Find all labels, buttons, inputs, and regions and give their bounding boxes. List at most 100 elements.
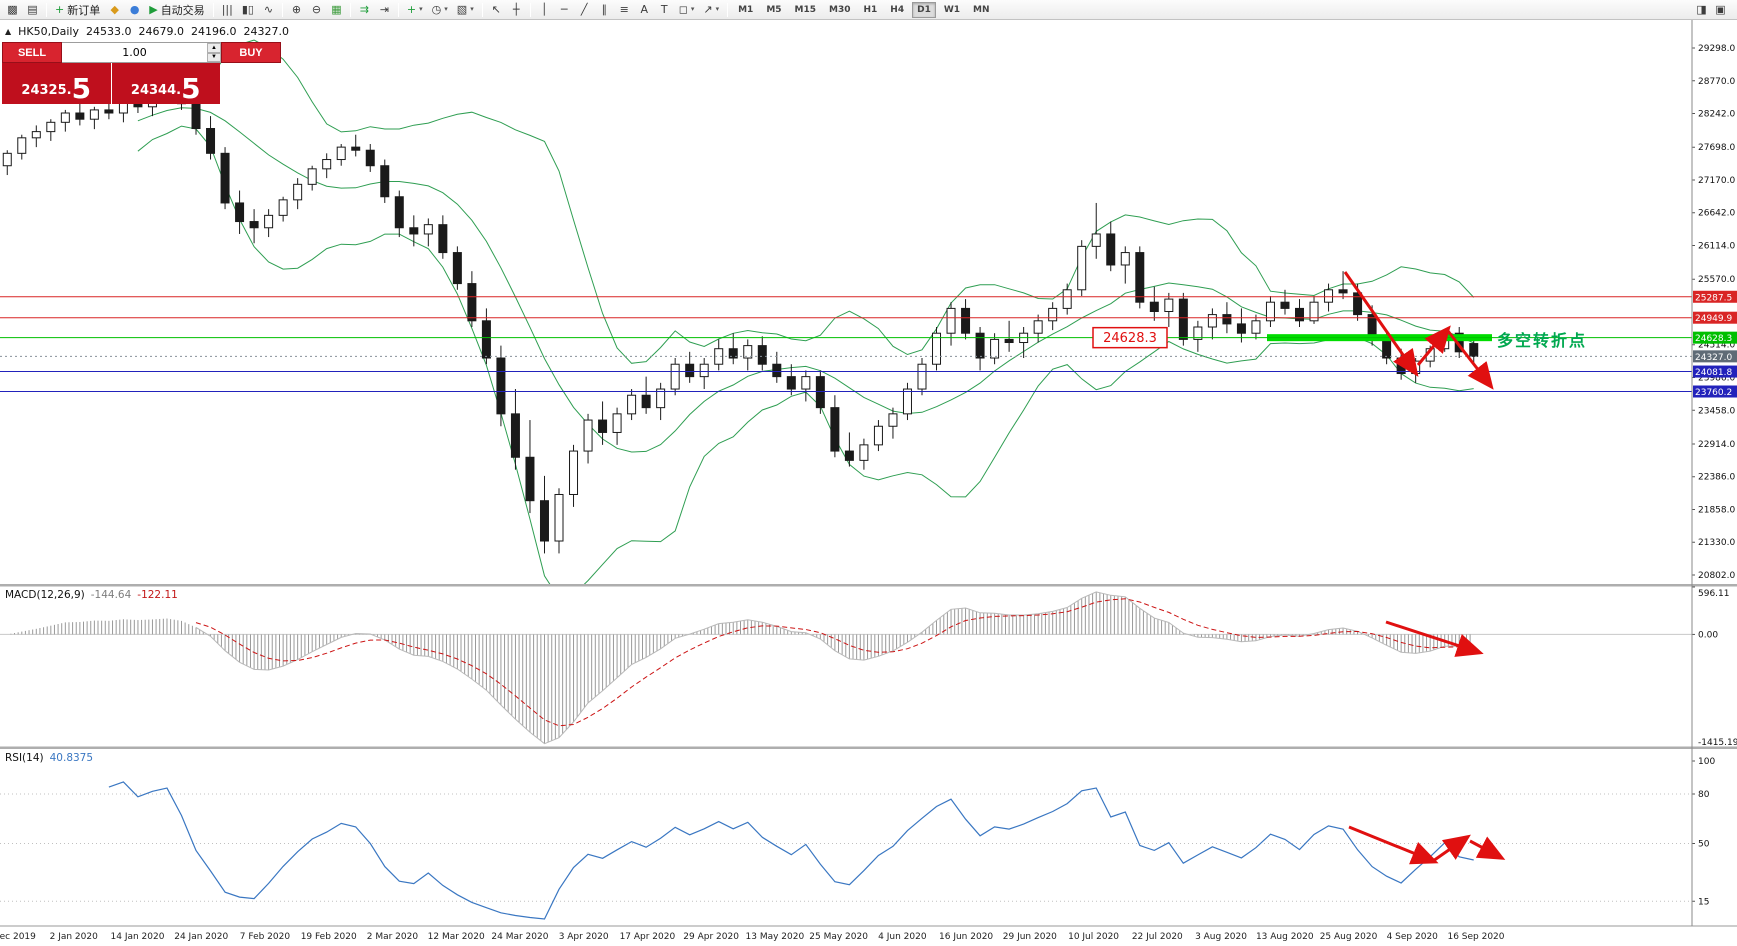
- metaeditor-icon[interactable]: ◆: [105, 1, 124, 18]
- templates-icon[interactable]: ▧ ▾: [453, 1, 478, 18]
- arrows-icon[interactable]: ↗ ▾: [699, 1, 723, 18]
- sell-button[interactable]: SELL: [2, 42, 62, 63]
- rsi-arrow[interactable]: [1432, 834, 1471, 863]
- rsi-arrow[interactable]: [1348, 825, 1439, 865]
- trendline-icon[interactable]: ╱: [575, 1, 594, 18]
- rsi-splitter[interactable]: [0, 746, 1737, 750]
- trend-arrow[interactable]: [1416, 325, 1451, 366]
- buy-price-small: 24344.: [130, 83, 182, 98]
- shapes-icon: ◻: [678, 3, 688, 16]
- toolbar-extra-1-icon[interactable]: ◨: [1692, 1, 1711, 18]
- macd-panel[interactable]: [0, 591, 1692, 745]
- candle: [757, 345, 767, 365]
- rsi-panel[interactable]: [0, 781, 1692, 920]
- time-axis[interactable]: 8 Dec 2019 2 Jan 2020 14 Jan 2020 24 Jan 20…: [0, 932, 1505, 942]
- macd-splitter[interactable]: [0, 584, 1737, 587]
- turning-point-note: 多空转折点: [1497, 331, 1587, 350]
- chart-shift-icon[interactable]: ⇥: [375, 1, 394, 18]
- auto-trading-button[interactable]: ▶ 自动交易: [145, 1, 208, 18]
- candle: [2, 152, 12, 167]
- horizontal-line-icon[interactable]: ─: [555, 1, 574, 18]
- candle: [1193, 326, 1203, 340]
- timeframe-m5[interactable]: M5: [766, 4, 782, 15]
- chart-profiles-icon[interactable]: ▤: [23, 1, 42, 18]
- open-value: 24533.0: [85, 25, 132, 38]
- svg-text:27170.0: 27170.0: [1698, 176, 1735, 186]
- sell-price-button[interactable]: 24325. 5: [2, 63, 111, 104]
- candle: [946, 307, 956, 334]
- volume-input[interactable]: [62, 43, 207, 62]
- timeframe-w1[interactable]: W1: [943, 4, 961, 15]
- one-click-toggle-icon[interactable]: ▲: [5, 27, 12, 36]
- crosshair-icon[interactable]: ┼: [507, 1, 526, 18]
- timeframe-d1[interactable]: D1: [912, 1, 936, 18]
- arrows-caret-icon: ▾: [715, 5, 720, 13]
- fibonacci-icon[interactable]: ≡: [615, 1, 634, 18]
- main-chart-panel[interactable]: 24628.3: [0, 39, 1692, 598]
- candle: [1382, 338, 1392, 359]
- candle: [60, 112, 70, 123]
- toolbar-extra-2-icon[interactable]: ▣: [1711, 1, 1730, 18]
- macd-signal-line: [195, 598, 1474, 727]
- auto-scroll-icon[interactable]: ⇉: [355, 1, 374, 18]
- candle: [539, 500, 549, 542]
- timeframe-m30[interactable]: M30: [829, 4, 851, 15]
- trend-arrow[interactable]: [1446, 330, 1494, 390]
- periods-icon[interactable]: ◷ ▾: [428, 1, 452, 18]
- vertical-line-icon[interactable]: │: [535, 1, 554, 18]
- channel-icon: ∥: [601, 3, 607, 16]
- toolbar-separator: [397, 2, 399, 17]
- candle: [1091, 233, 1101, 247]
- volume-down-button[interactable]: ▼: [207, 52, 221, 62]
- timeframe-h1[interactable]: H1: [863, 4, 878, 15]
- rsi-line: [108, 781, 1474, 920]
- text-label-icon[interactable]: T: [655, 1, 674, 18]
- text-icon[interactable]: A: [635, 1, 654, 18]
- channel-icon[interactable]: ∥: [595, 1, 614, 18]
- new-order-icon: +: [55, 3, 65, 16]
- market-watch-icon[interactable]: ●: [125, 1, 144, 18]
- zoom-in-icon[interactable]: ⊕: [287, 1, 306, 18]
- candlestick-chart-icon: ▮▯: [241, 3, 254, 16]
- candle: [743, 345, 753, 359]
- price-note-box[interactable]: [1092, 326, 1168, 349]
- candle: [46, 121, 56, 133]
- candlestick-chart-icon[interactable]: ▮▯: [238, 1, 258, 18]
- timeframe-m1[interactable]: M1: [738, 4, 754, 15]
- line-chart-icon[interactable]: ∿: [259, 1, 278, 18]
- candle: [1004, 338, 1014, 344]
- candle: [1033, 320, 1043, 334]
- timeframe-h4[interactable]: H4: [890, 4, 905, 15]
- new-order-button[interactable]: + 新订单: [51, 1, 104, 18]
- rsi-arrow[interactable]: [1469, 836, 1506, 860]
- buy-button[interactable]: BUY: [221, 42, 281, 63]
- candle: [510, 413, 520, 458]
- tile-windows-icon[interactable]: ▦: [327, 1, 346, 18]
- price-axis[interactable]: 29298.0 28770.0 28242.0 27698.0 27170.0 26642…: [1692, 44, 1737, 581]
- shapes-icon[interactable]: ◻ ▾: [675, 1, 699, 18]
- candle: [714, 348, 724, 365]
- volume-up-button[interactable]: ▲: [207, 43, 221, 53]
- buy-price-button[interactable]: 24344. 5: [111, 63, 220, 104]
- timeframe-mn[interactable]: MN: [973, 4, 990, 15]
- timeframe-m15[interactable]: M15: [794, 4, 817, 15]
- svg-text:80: 80: [1698, 790, 1710, 800]
- candle: [975, 332, 985, 359]
- indicators-icon: +: [406, 3, 417, 16]
- candle: [844, 450, 854, 461]
- new-chart-icon[interactable]: ▩: [3, 1, 22, 18]
- cursor-icon[interactable]: ↖: [487, 1, 506, 18]
- text-icon: A: [640, 3, 648, 16]
- svg-text:2 Mar 2020: 2 Mar 2020: [367, 932, 419, 942]
- zoom-out-icon[interactable]: ⊖: [307, 1, 326, 18]
- svg-text:24081.8: 24081.8: [1695, 368, 1732, 378]
- candle: [365, 149, 375, 167]
- candle: [801, 376, 811, 390]
- candle: [467, 283, 477, 322]
- macd-arrow[interactable]: [1385, 620, 1484, 657]
- bar-chart-icon[interactable]: |||: [218, 1, 237, 18]
- trend-arrow[interactable]: [1343, 271, 1419, 377]
- svg-text:23458.0: 23458.0: [1698, 406, 1735, 416]
- indicators-icon[interactable]: + ▾: [403, 1, 427, 18]
